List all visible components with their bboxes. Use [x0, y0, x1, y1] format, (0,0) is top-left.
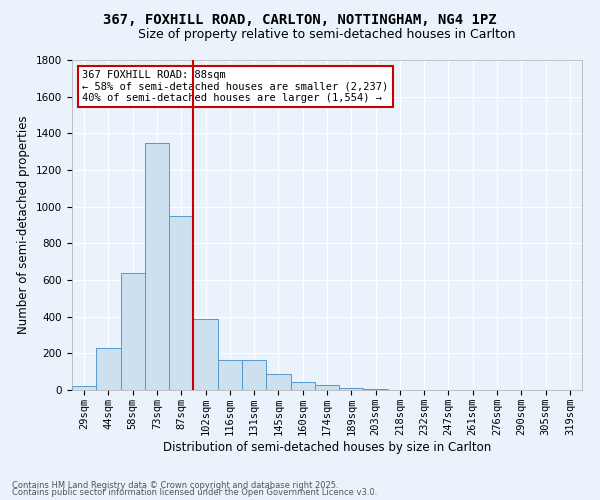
Bar [315, 386, 339, 390]
Bar [290, 382, 315, 390]
Bar [364, 389, 388, 390]
Bar [96, 348, 121, 390]
Text: 367 FOXHILL ROAD: 88sqm
← 58% of semi-detached houses are smaller (2,237)
40% of: 367 FOXHILL ROAD: 88sqm ← 58% of semi-de… [82, 70, 388, 103]
Bar [242, 360, 266, 390]
Y-axis label: Number of semi-detached properties: Number of semi-detached properties [17, 116, 31, 334]
Text: Contains public sector information licensed under the Open Government Licence v3: Contains public sector information licen… [12, 488, 377, 497]
Bar [169, 216, 193, 390]
Bar [193, 318, 218, 390]
Text: 367, FOXHILL ROAD, CARLTON, NOTTINGHAM, NG4 1PZ: 367, FOXHILL ROAD, CARLTON, NOTTINGHAM, … [103, 12, 497, 26]
Text: Contains HM Land Registry data © Crown copyright and database right 2025.: Contains HM Land Registry data © Crown c… [12, 480, 338, 490]
Bar [145, 142, 169, 390]
Bar [121, 272, 145, 390]
X-axis label: Distribution of semi-detached houses by size in Carlton: Distribution of semi-detached houses by … [163, 440, 491, 454]
Bar [218, 360, 242, 390]
Title: Size of property relative to semi-detached houses in Carlton: Size of property relative to semi-detach… [138, 28, 516, 41]
Bar [72, 386, 96, 390]
Bar [339, 388, 364, 390]
Bar [266, 374, 290, 390]
